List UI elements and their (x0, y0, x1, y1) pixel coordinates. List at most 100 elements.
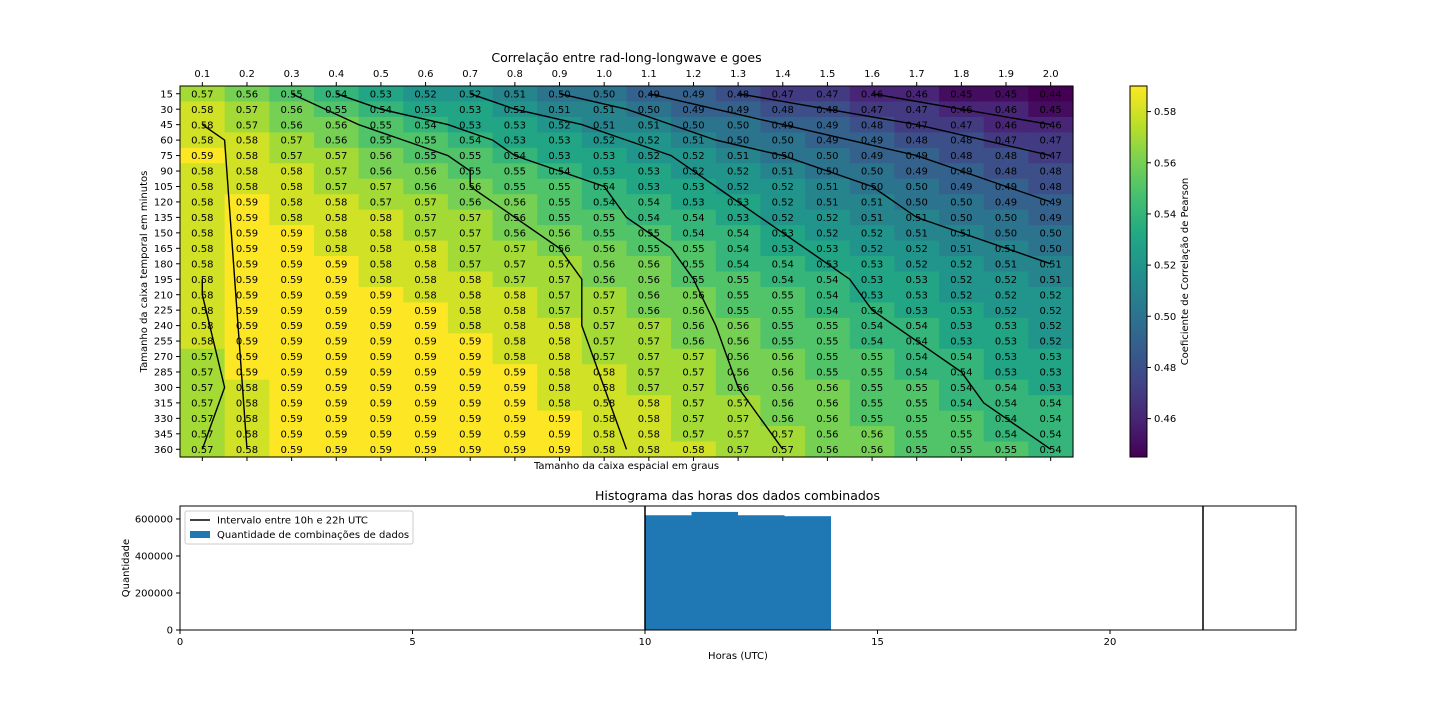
heatmap-cell (805, 194, 851, 211)
heatmap-cell (269, 178, 315, 195)
heatmap-cell-label: 0.51 (950, 244, 972, 255)
heatmap-cell (224, 395, 270, 412)
heatmap-cell-label: 0.51 (772, 167, 794, 178)
heatmap-cell-label: 0.59 (236, 228, 258, 239)
y-tick-label: 165 (154, 244, 173, 255)
heatmap-cell (760, 426, 806, 443)
heatmap-cell-label: 0.59 (370, 290, 392, 301)
heatmap-cell-label: 0.44 (1040, 89, 1062, 100)
heatmap-cell-label: 0.59 (236, 290, 258, 301)
heatmap-cell-label: 0.58 (638, 399, 660, 410)
heatmap-cell-label: 0.51 (1040, 275, 1062, 286)
heatmap-cell-label: 0.56 (772, 383, 794, 394)
heatmap-cell (983, 441, 1029, 458)
heatmap-cell-label: 0.55 (906, 414, 928, 425)
heatmap-cell-label: 0.56 (593, 275, 615, 286)
heatmap-cell (269, 132, 315, 149)
heatmap-cell (1028, 116, 1074, 133)
heatmap-cell (581, 333, 628, 350)
x-tick-label: 0.1 (194, 69, 210, 80)
heatmap-cell-label: 0.56 (682, 321, 704, 332)
heatmap-cell (447, 395, 494, 412)
x-tick-label: 0.5 (373, 69, 389, 80)
heatmap-cell (180, 163, 226, 180)
y-tick-label: 60 (160, 136, 173, 147)
x-tick-label: 0.2 (239, 69, 255, 80)
heatmap-cell-label: 0.56 (638, 306, 660, 317)
heatmap-cell (492, 348, 538, 365)
colorbar-tick-label: 0.56 (1154, 158, 1176, 169)
heatmap-cell-label: 0.59 (504, 368, 526, 379)
heatmap-cell-label: 0.59 (370, 337, 392, 348)
heatmap-cell (403, 209, 449, 226)
heatmap-cell (269, 256, 315, 273)
histogram-vlines (644, 506, 1204, 630)
heatmap-cell-label: 0.58 (236, 399, 258, 410)
heatmap-cell (403, 178, 449, 195)
heatmap-cell-label: 0.48 (995, 151, 1017, 162)
heatmap-cell (760, 395, 806, 412)
heatmap-cell-label: 0.55 (682, 259, 704, 270)
heatmap-cell (581, 163, 628, 180)
heatmap-cell-label: 0.54 (727, 244, 749, 255)
heatmap-cell (269, 194, 315, 211)
heatmap-cell-label: 0.47 (1040, 136, 1062, 147)
heatmap-cell (492, 286, 538, 304)
histogram-x-ticks: 0 5 10 15 20 (177, 630, 1116, 648)
heatmap-cell (939, 317, 985, 334)
heatmap-cell-label: 0.59 (236, 321, 258, 332)
heatmap-cell (537, 395, 583, 412)
heatmap-cell-label: 0.59 (280, 244, 302, 255)
hist-y-tick-label: 400000 (135, 552, 173, 563)
heatmap-cell-label: 0.58 (191, 167, 213, 178)
heatmap-cell (805, 410, 851, 427)
heatmap-cell (983, 348, 1029, 365)
heatmap-cell (626, 178, 672, 195)
heatmap-cell (269, 395, 315, 412)
heatmap-cell (269, 410, 315, 427)
heatmap-cell-label: 0.59 (459, 414, 481, 425)
heatmap-cell (447, 256, 494, 273)
heatmap-cell (224, 116, 270, 133)
heatmap-cell-label: 0.58 (414, 259, 436, 270)
heatmap-cell-label: 0.59 (504, 429, 526, 440)
heatmap-cell (894, 426, 940, 443)
heatmap-cell (1028, 426, 1074, 443)
heatmap-cell-label: 0.55 (727, 290, 749, 301)
heatmap-cell (224, 364, 270, 381)
heatmap-cell-label: 0.56 (727, 337, 749, 348)
heatmap-cell (537, 302, 583, 319)
colorbar: 0.46 0.48 0.50 0.52 0.54 0.56 0.58 Coeficiente… (1129, 85, 1191, 458)
heatmap-cell-label: 0.49 (906, 151, 928, 162)
heatmap-cell (626, 379, 672, 396)
heatmap-cell-label: 0.53 (682, 182, 704, 193)
heatmap-cell (1028, 317, 1074, 334)
heatmap-cell (358, 426, 404, 443)
histogram-bar (738, 515, 785, 630)
heatmap-cell (1028, 410, 1074, 427)
heatmap-cell-label: 0.50 (995, 213, 1017, 224)
heatmap-cell-label: 0.57 (459, 213, 481, 224)
heatmap-cell (715, 333, 762, 350)
x-tick-label: 0.9 (552, 69, 568, 80)
heatmap-cell (224, 178, 270, 195)
histogram-y-ticks: 0 200000 400000 600000 (135, 515, 180, 637)
heatmap-cell (715, 256, 762, 273)
heatmap-cell (805, 286, 851, 304)
heatmap-cell-label: 0.59 (280, 290, 302, 301)
heatmap-cell-label: 0.55 (861, 368, 883, 379)
heatmap-cell-label: 0.52 (995, 290, 1017, 301)
heatmap-cell (358, 209, 404, 226)
heatmap-cell (849, 209, 895, 226)
heatmap-cell-label: 0.52 (682, 151, 704, 162)
heatmap-cell (180, 317, 226, 334)
heatmap-cell (983, 395, 1029, 412)
heatmap-cell (313, 379, 360, 396)
heatmap-cell-label: 0.46 (906, 89, 928, 100)
heatmap-cell-label: 0.54 (1040, 445, 1062, 456)
x-tick-label: 1.0 (596, 69, 612, 80)
heatmap-cell-label: 0.59 (280, 352, 302, 363)
heatmap-cell (626, 302, 672, 319)
heatmap-cell-label: 0.52 (772, 213, 794, 224)
heatmap-cell (805, 317, 851, 334)
